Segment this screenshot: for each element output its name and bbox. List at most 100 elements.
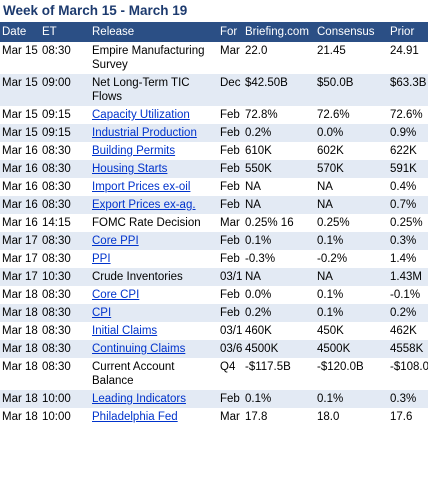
release-cell: Industrial Production (90, 124, 218, 142)
column-header-et: ET (40, 22, 90, 42)
briefing-value-cell: 4500K (243, 340, 315, 358)
column-header-for: For (218, 22, 243, 42)
prior-value-cell: 0.9% (388, 124, 428, 142)
prior-value-cell: 0.3% (388, 232, 428, 250)
release-cell: Current Account Balance (92, 361, 175, 387)
for-period-cell: Feb (220, 181, 240, 193)
table-row: Mar 18 08:30 Initial Claims 03/1 460K 450K 462… (0, 322, 428, 340)
consensus-value-cell: 602K (317, 145, 344, 157)
for-period-cell: Mar (220, 411, 240, 423)
release-cell: Building Permits (90, 142, 218, 160)
release-cell: Core CPI (90, 286, 218, 304)
date-cell: Mar 17 (0, 232, 40, 250)
for-period-cell: Feb (220, 253, 240, 265)
date-cell: Mar 16 (0, 196, 40, 214)
prior-value-cell: 24.91 (390, 45, 419, 57)
briefing-value-cell: 0.0% (245, 289, 272, 301)
release-link[interactable]: Capacity Utilization (92, 109, 190, 121)
release-cell: Core PPI (90, 232, 218, 250)
release-cell: Net Long-Term TIC Flows (90, 74, 218, 106)
for-period-cell: Feb (220, 109, 240, 121)
prior-value-cell: 4558K (388, 340, 428, 358)
prior-value-cell: 0.2% (388, 304, 428, 322)
time-cell: 10:30 (40, 268, 90, 286)
consensus-value-cell: 21.45 (317, 45, 346, 57)
time-cell: 08:30 (40, 304, 90, 322)
for-period-cell: Feb (218, 232, 243, 250)
date-cell: Mar 18 (2, 411, 38, 423)
for-period-cell: 03/1 (220, 325, 243, 337)
release-cell: Import Prices ex-oil (90, 178, 218, 196)
release-cell: Crude Inventories (90, 268, 218, 286)
briefing-value-cell: 0.1% (243, 390, 315, 408)
time-cell: 08:30 (40, 340, 90, 358)
date-cell: Mar 18 (2, 325, 38, 337)
date-cell: Mar 18 (2, 289, 38, 301)
release-link[interactable]: PPI (92, 253, 111, 265)
date-cell: Mar 16 (0, 160, 40, 178)
release-link[interactable]: Continuing Claims (92, 343, 186, 355)
table-row: Mar 16 14:15 FOMC Rate Decision Mar 0.25% 16… (0, 214, 428, 232)
consensus-value-cell: 570K (315, 160, 388, 178)
for-period-cell: Feb (220, 289, 240, 301)
page-title: Week of March 15 - March 19 (0, 0, 428, 22)
time-cell: 08:30 (42, 45, 71, 57)
table-row: Mar 15 09:15 Capacity Utilization Feb 72.8% 7… (0, 106, 428, 124)
release-link[interactable]: Core CPI (92, 289, 140, 301)
release-cell: Leading Indicators (90, 390, 218, 408)
release-link[interactable]: Housing Starts (92, 163, 168, 175)
briefing-value-cell: 72.8% (245, 109, 278, 121)
for-period-cell: Feb (218, 196, 243, 214)
prior-value-cell: -0.1% (390, 289, 421, 301)
consensus-value-cell: 0.1% (315, 390, 388, 408)
prior-value-cell: $63.3B (388, 74, 428, 106)
consensus-value-cell: $50.0B (315, 74, 388, 106)
release-link[interactable]: Building Permits (92, 145, 176, 157)
release-link[interactable]: Leading Indicators (92, 393, 186, 405)
release-link[interactable]: Import Prices ex-oil (92, 181, 191, 193)
prior-value-cell: 622K (390, 145, 417, 157)
table-row: Mar 17 08:30 Core PPI Feb 0.1% 0.1% 0.3% (0, 232, 428, 250)
briefing-value-cell: -$117.5B (245, 361, 291, 373)
briefing-value-cell: NA (243, 196, 315, 214)
release-link[interactable]: Philadelphia Fed (92, 411, 178, 423)
time-cell: 08:30 (40, 196, 90, 214)
for-period-cell: Feb (218, 390, 243, 408)
table-row: Mar 18 08:30 CPI Feb 0.2% 0.1% 0.2% (0, 304, 428, 322)
consensus-value-cell: 450K (317, 325, 344, 337)
release-link[interactable]: CPI (92, 307, 112, 319)
consensus-value-cell: -0.2% (317, 253, 348, 265)
time-cell: 10:00 (40, 390, 90, 408)
table-row: Mar 18 10:00 Leading Indicators Feb 0.1% 0.1%… (0, 390, 428, 408)
time-cell: 09:00 (40, 74, 90, 106)
prior-value-cell: -$108.0B (390, 361, 428, 373)
table-row: Mar 16 08:30 Building Permits Feb 610K 602K 62… (0, 142, 428, 160)
table-row: Mar 15 08:30 Empire Manufacturing Survey Ma… (0, 42, 428, 74)
release-cell: Empire Manufacturing Survey (92, 45, 205, 71)
release-link[interactable]: Industrial Production (92, 127, 197, 139)
table-row: Mar 15 09:00 Net Long-Term TIC Flows Dec $42… (0, 74, 428, 106)
release-link[interactable]: Initial Claims (92, 325, 158, 337)
release-cell: Philadelphia Fed (90, 408, 218, 426)
prior-value-cell: 0.25% (390, 217, 423, 229)
for-period-cell: Feb (218, 304, 243, 322)
date-cell: Mar 15 (0, 124, 40, 142)
time-cell: 09:15 (40, 124, 90, 142)
for-period-cell: Feb (220, 145, 240, 157)
briefing-value-cell: 17.8 (245, 411, 268, 423)
prior-value-cell: 462K (390, 325, 417, 337)
release-link[interactable]: Core PPI (92, 235, 139, 247)
briefing-value-cell: -0.3% (245, 253, 276, 265)
time-cell: 08:30 (40, 232, 90, 250)
release-link[interactable]: Export Prices ex-ag. (92, 199, 196, 211)
time-cell: 08:30 (42, 253, 71, 265)
prior-value-cell: 72.6% (390, 109, 423, 121)
date-cell: Mar 15 (2, 45, 38, 57)
time-cell: 10:00 (42, 411, 71, 423)
consensus-value-cell: 0.1% (317, 289, 344, 301)
table-row: Mar 16 08:30 Export Prices ex-ag. Feb NA NA 0.… (0, 196, 428, 214)
release-cell: FOMC Rate Decision (92, 217, 201, 229)
time-cell: 08:30 (42, 145, 71, 157)
table-row: Mar 18 10:00 Philadelphia Fed Mar 17.8 18.0 17… (0, 408, 428, 426)
briefing-value-cell: 0.25% 16 (245, 217, 294, 229)
